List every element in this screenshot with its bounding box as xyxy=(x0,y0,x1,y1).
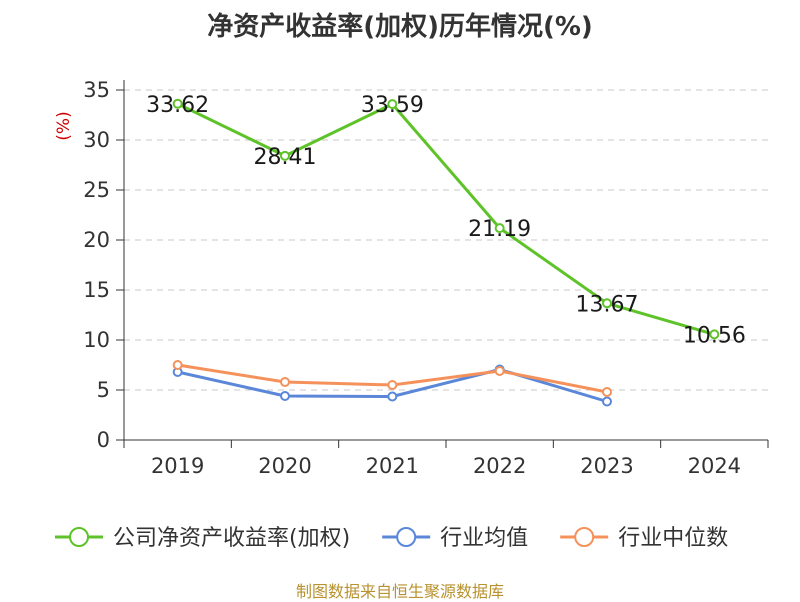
x-tick-label: 2023 xyxy=(580,454,633,478)
legend-label: 行业中位数 xyxy=(618,526,728,551)
x-tick-label: 2024 xyxy=(688,454,741,478)
data-label: 33.62 xyxy=(146,93,209,118)
data-point xyxy=(280,150,290,161)
data-point xyxy=(280,391,290,401)
legend-item: 行业均值 xyxy=(382,526,528,551)
y-tick-label: 20 xyxy=(83,228,110,252)
data-point xyxy=(494,366,505,376)
data-point xyxy=(602,387,612,397)
data-label: 33.59 xyxy=(361,93,424,118)
data-label: 21.19 xyxy=(468,217,531,242)
y-tick-label: 0 xyxy=(97,428,110,452)
data-source-note: 制图数据来自恒生聚源数据库 xyxy=(295,582,504,601)
y-axis-label: (%) xyxy=(54,111,74,140)
data-point xyxy=(709,329,720,340)
y-tick-label: 35 xyxy=(83,78,110,102)
data-point xyxy=(387,99,398,110)
data-point xyxy=(387,380,398,390)
y-tick-label: 15 xyxy=(83,278,110,302)
data-label: 10.56 xyxy=(683,323,746,348)
data-label: 28.41 xyxy=(254,145,317,170)
legend-swatch-marker xyxy=(574,527,595,547)
data-label: 13.67 xyxy=(576,292,639,317)
y-tick-label: 5 xyxy=(97,378,110,402)
data-point xyxy=(602,396,612,407)
chart-title: 净资产收益率(加权)历年情况(%) xyxy=(207,12,593,42)
x-tick-label: 2020 xyxy=(258,454,311,478)
data-labels: 33.62 28.41 33.59 21.19 13.67 10.56 xyxy=(146,93,746,349)
data-point xyxy=(387,391,398,402)
y-tick-label: 30 xyxy=(83,128,110,152)
series-lines xyxy=(172,98,720,407)
series-line xyxy=(176,102,716,336)
legend-item: 公司净资产收益率(加权) xyxy=(55,526,350,551)
x-tick-label: 2021 xyxy=(366,454,419,478)
legend-item: 行业中位数 xyxy=(560,526,728,551)
legend-swatch-marker xyxy=(69,527,89,547)
grid-lines xyxy=(124,89,768,391)
y-tick-label: 10 xyxy=(83,328,110,352)
x-tick-label: 2019 xyxy=(151,454,204,478)
legend-label: 行业均值 xyxy=(440,526,528,551)
legend-label: 公司净资产收益率(加权) xyxy=(113,526,350,551)
data-point xyxy=(602,298,612,309)
y-tick-label: 25 xyxy=(83,178,110,202)
legend-swatch-marker xyxy=(396,527,417,547)
axes: 0 5 10 15 20 25 30 35 2019 2020 2021 2022 2023 2024 (%… xyxy=(54,78,769,478)
data-point xyxy=(494,223,505,234)
legend: 公司净资产收益率(加权) 行业均值 行业中位数 xyxy=(55,526,728,551)
x-tick-label: 2022 xyxy=(473,454,526,478)
data-point xyxy=(172,360,183,370)
data-point xyxy=(172,98,183,109)
data-point xyxy=(280,377,290,387)
